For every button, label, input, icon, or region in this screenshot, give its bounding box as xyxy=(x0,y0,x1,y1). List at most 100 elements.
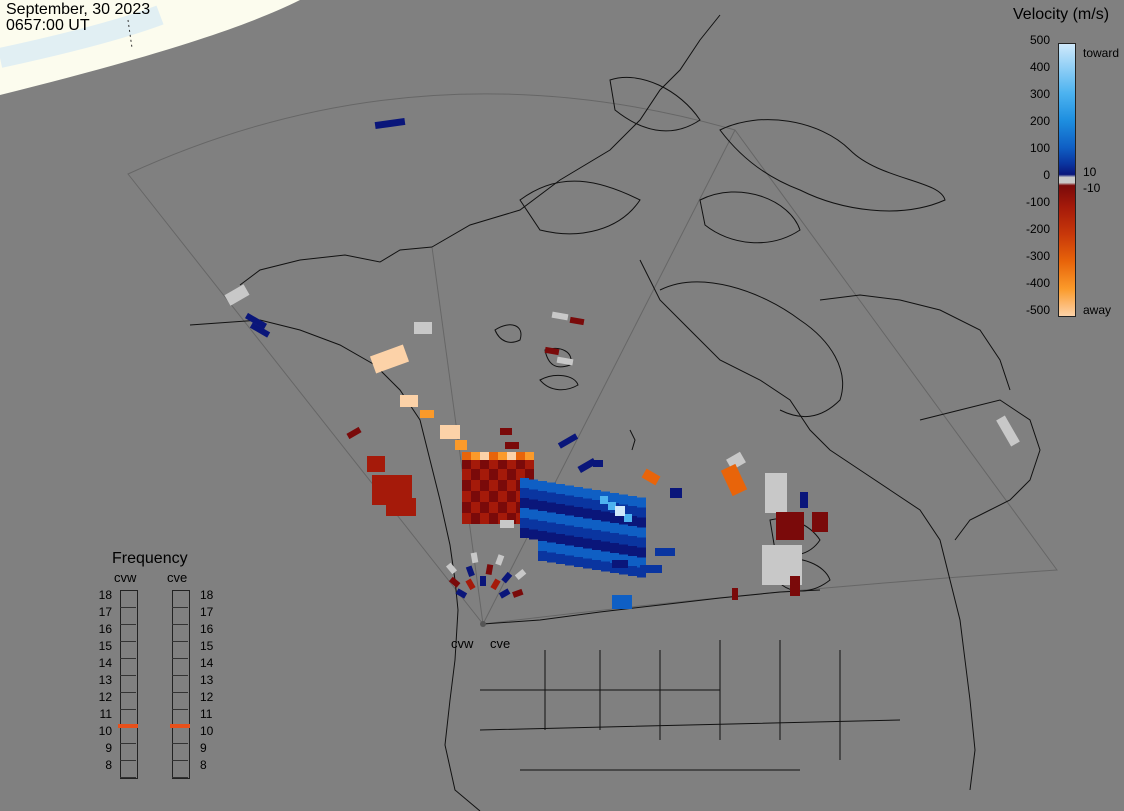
backscatter-cell xyxy=(489,469,498,480)
backscatter-cell xyxy=(565,505,574,516)
backscatter-cell xyxy=(538,481,547,491)
backscatter-cell xyxy=(619,544,628,555)
backscatter-cell xyxy=(525,469,534,480)
backscatter-cell xyxy=(471,502,480,513)
backscatter-cell xyxy=(455,440,467,450)
backscatter-cell xyxy=(601,541,610,552)
backscatter-cell xyxy=(565,545,574,556)
backscatter-cell xyxy=(470,552,479,564)
backscatter-cell xyxy=(505,442,519,449)
backscatter-cell xyxy=(529,499,538,510)
backscatter-cell xyxy=(507,452,516,460)
backscatter-cell xyxy=(480,576,486,586)
backscatter-cell xyxy=(583,528,592,539)
radar-site-marker xyxy=(480,621,486,627)
backscatter-cell xyxy=(565,555,574,566)
velocity-tick-label: 300 xyxy=(1029,87,1050,101)
backscatter-cell xyxy=(765,473,787,513)
backscatter-cell xyxy=(583,498,592,509)
backscatter-cell xyxy=(790,576,800,596)
backscatter-cell xyxy=(547,542,556,553)
backscatter-cell xyxy=(608,502,616,510)
backscatter-cell xyxy=(619,524,628,535)
frequency-tick-label: 13 xyxy=(200,673,214,687)
backscatter-cell xyxy=(637,517,646,528)
backscatter-cell xyxy=(369,344,410,374)
frequency-tick-label: 11 xyxy=(200,707,213,721)
backscatter-cell xyxy=(224,284,250,306)
frequency-tick-label: 10 xyxy=(200,724,214,738)
backscatter-cell xyxy=(628,496,637,506)
backscatter-cell xyxy=(628,546,637,556)
backscatter-cell xyxy=(520,518,529,528)
date-label: September, 30 2023 xyxy=(6,1,151,18)
backscatter-cell xyxy=(471,469,480,480)
backscatter-cell xyxy=(507,469,516,480)
backscatter-cell xyxy=(812,512,828,532)
backscatter-cell xyxy=(574,537,583,547)
backscatter-cell xyxy=(641,468,661,486)
backscatter-cell xyxy=(480,513,489,524)
frequency-col-cvw: cvw xyxy=(114,570,137,585)
frequency-tick-label: 10 xyxy=(98,724,112,738)
backscatter-cell xyxy=(514,568,527,581)
backscatter-cell xyxy=(637,537,646,548)
frequency-tick-label: 14 xyxy=(200,656,214,670)
backscatter-cell xyxy=(525,452,534,460)
backscatter-cell xyxy=(726,451,746,471)
backscatter-cell xyxy=(507,480,516,491)
frequency-gridline xyxy=(172,607,188,608)
frequency-indicator xyxy=(118,724,138,728)
backscatter-cell xyxy=(547,532,556,543)
frequency-col-cve: cve xyxy=(167,570,188,585)
frequency-indicator xyxy=(170,724,190,728)
velocity-tick-label: 100 xyxy=(1029,141,1050,155)
backscatter-cell xyxy=(471,458,480,469)
backscatter-cell xyxy=(556,494,565,504)
backscatter-cell xyxy=(529,479,538,490)
backscatter-cell xyxy=(547,502,556,513)
backscatter-cell xyxy=(500,520,514,528)
frequency-tick-label: 13 xyxy=(98,673,112,687)
backscatter-cell xyxy=(619,514,628,525)
backscatter-cell xyxy=(367,456,385,472)
backscatter-cell xyxy=(583,488,592,499)
backscatter-cell xyxy=(538,491,547,501)
backscatter-cell xyxy=(610,523,619,533)
backscatter-cell xyxy=(507,502,516,513)
backscatter-cell xyxy=(610,543,619,553)
backscatter-cell xyxy=(547,482,556,493)
backscatter-cell xyxy=(637,527,646,538)
frequency-tick-label: 16 xyxy=(98,622,112,636)
backscatter-cell xyxy=(480,502,489,513)
backscatter-cell xyxy=(574,527,583,537)
backscatter-cell xyxy=(520,508,529,518)
backscatter-cell xyxy=(637,507,646,518)
backscatter-cell xyxy=(489,480,498,491)
backscatter-cell xyxy=(583,508,592,519)
backscatter-cell xyxy=(489,452,498,460)
backscatter-cell xyxy=(637,497,646,508)
frequency-gridline xyxy=(172,692,188,693)
backscatter-cell xyxy=(414,322,432,334)
backscatter-cell xyxy=(471,452,480,460)
frequency-tick-label: 9 xyxy=(200,741,207,755)
backscatter-cell xyxy=(495,554,505,566)
backscatter-cell xyxy=(637,557,646,568)
backscatter-cell xyxy=(628,506,637,516)
frequency-gridline xyxy=(172,760,188,761)
backscatter-cell xyxy=(500,428,512,435)
frequency-gridline xyxy=(120,760,136,761)
frequency-gridline xyxy=(120,675,136,676)
velocity-scale-title: Velocity (m/s) xyxy=(1013,6,1110,23)
backscatter-cell xyxy=(601,501,610,512)
backscatter-cell xyxy=(583,558,592,569)
frequency-gridline xyxy=(120,743,136,744)
daylight-region xyxy=(0,0,300,95)
backscatter-cell xyxy=(520,528,529,538)
backscatter-cell xyxy=(720,463,748,497)
backscatter-cell xyxy=(574,547,583,557)
backscatter-cell xyxy=(556,544,565,554)
frequency-gridline xyxy=(172,658,188,659)
